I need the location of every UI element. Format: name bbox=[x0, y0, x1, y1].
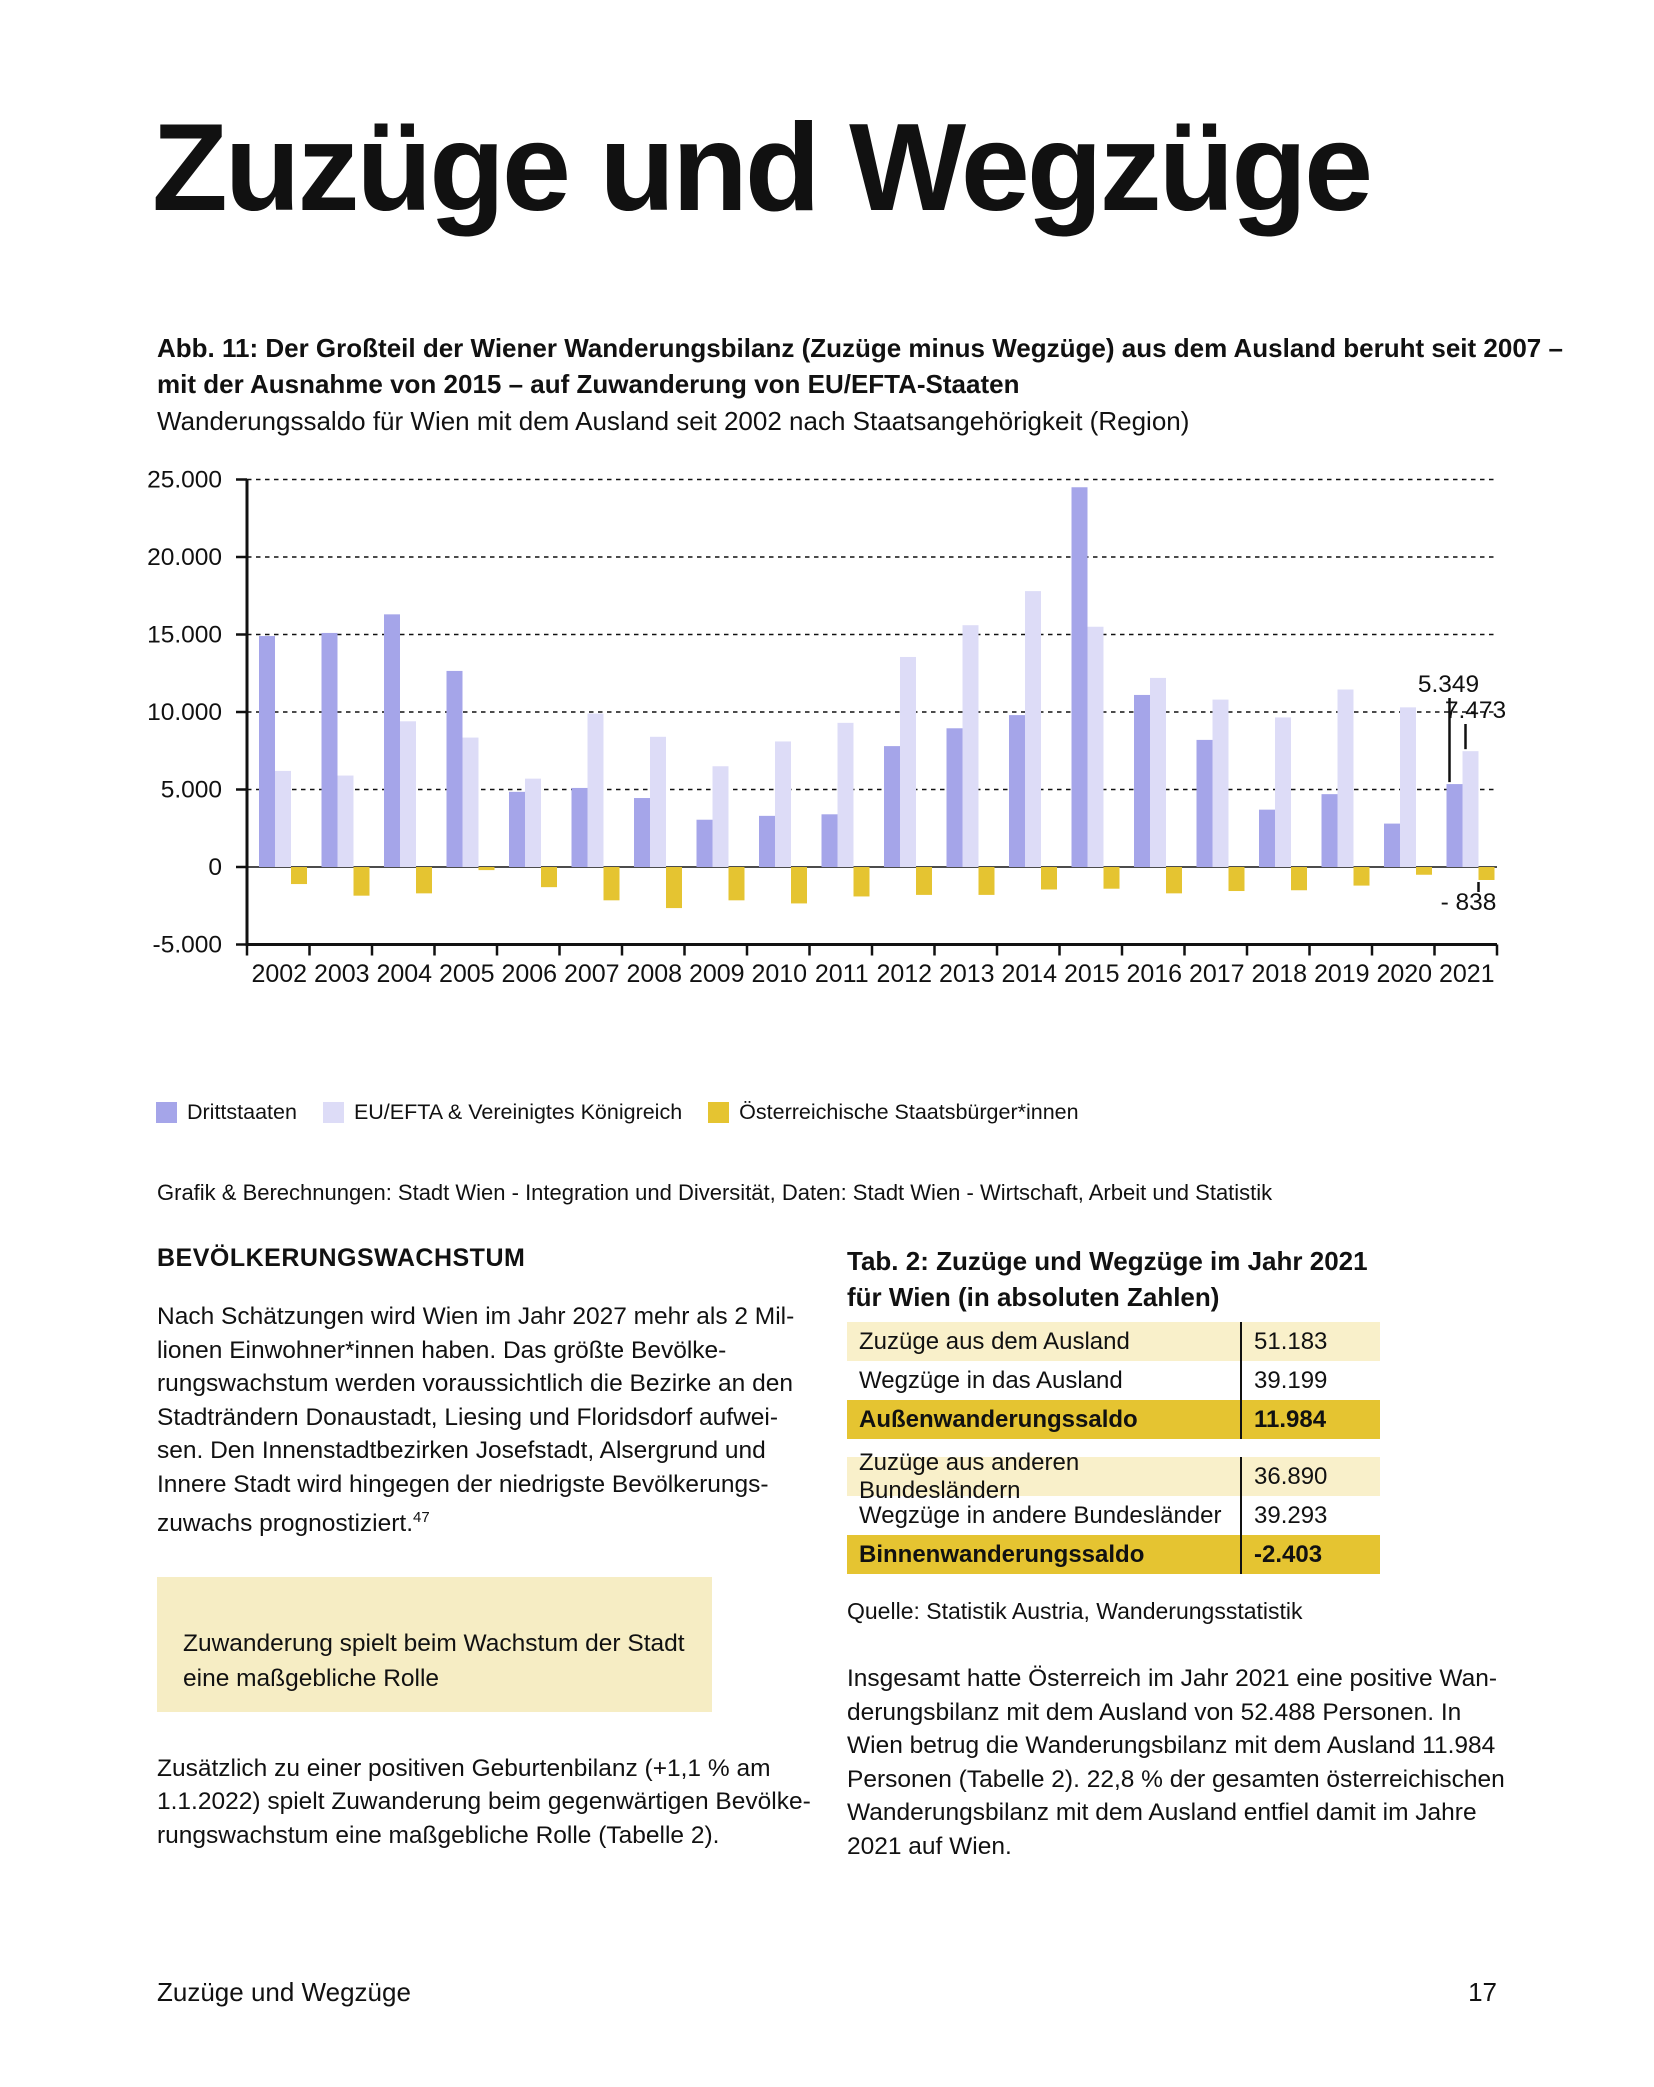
figure-source: Grafik & Berechnungen: Stadt Wien - Inte… bbox=[157, 1180, 1273, 1205]
svg-text:2018: 2018 bbox=[1251, 960, 1307, 988]
eu-efta-swatch-icon bbox=[322, 1102, 344, 1123]
right-column: Tab. 2: Zuzüge und Wegzüge im Jahr 2021 … bbox=[847, 1243, 1517, 1888]
left-column: BEVÖLKERUNGSWACHSTUM Nach Schätzungen wi… bbox=[157, 1243, 812, 1877]
table-cell-label: Wegzüge in das Ausland bbox=[859, 1366, 1123, 1394]
table-cell-label: Außenwanderungssaldo bbox=[859, 1405, 1138, 1433]
legend-item-eu-efta: EU/EFTA & Vereinigtes Königreich bbox=[322, 1100, 683, 1125]
table-cell-label: Zuzüge aus dem Ausland bbox=[859, 1327, 1130, 1355]
svg-text:5.000: 5.000 bbox=[161, 777, 222, 804]
svg-text:2003: 2003 bbox=[314, 960, 370, 988]
page-title: Zuzüge und Wegzüge bbox=[152, 99, 1373, 237]
svg-text:2017: 2017 bbox=[1189, 960, 1245, 988]
svg-text:- 838: - 838 bbox=[1441, 889, 1497, 916]
table-source: Quelle: Statistik Austria, Wanderungssta… bbox=[847, 1598, 1303, 1624]
legend-label: Drittstaaten bbox=[187, 1100, 297, 1124]
paragraph-population-growth: Nach Schätzungen wird Wien im Jahr 2027 … bbox=[157, 1300, 812, 1541]
svg-text:2004: 2004 bbox=[376, 960, 432, 988]
drittstaaten-swatch-icon bbox=[156, 1102, 177, 1123]
svg-text:5.349: 5.349 bbox=[1418, 671, 1479, 698]
figure-caption-bold: Abb. 11: Der Großteil der Wiener Wanderu… bbox=[157, 333, 1563, 399]
table-cell-value: 51.183 bbox=[1240, 1322, 1380, 1361]
table-cell-label: Binnenwanderungssaldo bbox=[859, 1540, 1145, 1568]
table-cell-label: Wegzüge in andere Bundesländer bbox=[859, 1501, 1222, 1529]
svg-text:2019: 2019 bbox=[1314, 960, 1370, 988]
footnote-ref: 47 bbox=[413, 1509, 430, 1526]
svg-text:2002: 2002 bbox=[251, 960, 307, 988]
legend-item-austrian: Österreichische Staatsbürger*innen bbox=[708, 1100, 1079, 1125]
austrian-swatch-icon bbox=[708, 1102, 730, 1123]
highlight-box: Zuwanderung spielt beim Wachstum der Sta… bbox=[157, 1576, 712, 1712]
table-cell-value: 11.984 bbox=[1240, 1400, 1380, 1439]
table-cell-value: 36.890 bbox=[1240, 1457, 1380, 1496]
page-number: 17 bbox=[1468, 1977, 1497, 2007]
svg-text:2010: 2010 bbox=[751, 960, 807, 988]
table-row: Zuzüge aus anderen Bundesländern 36.890 bbox=[847, 1449, 1380, 1504]
svg-text:10.000: 10.000 bbox=[147, 699, 222, 726]
svg-text:2008: 2008 bbox=[626, 960, 682, 988]
svg-text:25.000: 25.000 bbox=[147, 467, 222, 494]
table-cell-value: 39.199 bbox=[1240, 1361, 1380, 1400]
legend-label: EU/EFTA & Vereinigtes Königreich bbox=[353, 1100, 683, 1124]
svg-text:2005: 2005 bbox=[439, 960, 495, 988]
table-row-total: Binnenwanderungssaldo -2.403 bbox=[847, 1535, 1380, 1574]
svg-text:2021: 2021 bbox=[1439, 960, 1495, 988]
svg-text:2015: 2015 bbox=[1064, 960, 1120, 988]
svg-text:2016: 2016 bbox=[1126, 960, 1182, 988]
chart-legend: Drittstaaten EU/EFTA & Vereinigtes König… bbox=[156, 1100, 1105, 1125]
svg-text:2009: 2009 bbox=[689, 960, 745, 988]
table-heading: Tab. 2: Zuzüge und Wegzüge im Jahr 2021 … bbox=[847, 1246, 1368, 1312]
svg-text:2014: 2014 bbox=[1001, 960, 1057, 988]
paragraph-migration-balance: Insgesamt hatte Österreich im Jahr 2021 … bbox=[847, 1665, 1505, 1860]
legend-label: Österreichische Staatsbürger*innen bbox=[739, 1100, 1079, 1124]
highlight-box-text: Zuwanderung spielt beim Wachstum der Sta… bbox=[183, 1629, 685, 1692]
legend-item-drittstaaten: Drittstaaten bbox=[156, 1100, 297, 1125]
table-row: Zuzüge aus dem Ausland 51.183 bbox=[847, 1322, 1380, 1361]
table-row: Wegzüge in das Ausland 39.199 bbox=[847, 1361, 1380, 1400]
table-cell-value: -2.403 bbox=[1240, 1535, 1380, 1574]
svg-text:2012: 2012 bbox=[876, 960, 932, 988]
table-row: Wegzüge in andere Bundesländer 39.293 bbox=[847, 1496, 1380, 1535]
svg-text:2011: 2011 bbox=[815, 960, 869, 988]
paragraph-birth-balance: Zusätzlich zu einer positiven Geburtenbi… bbox=[157, 1754, 811, 1849]
svg-text:2020: 2020 bbox=[1376, 960, 1432, 988]
svg-text:20.000: 20.000 bbox=[147, 544, 222, 571]
section-heading-population-growth: BEVÖLKERUNGSWACHSTUM bbox=[157, 1244, 526, 1272]
migration-balance-chart: 25.000 20.000 15.000 10.000 5.000 0 -5.000 2002… bbox=[147, 467, 1506, 989]
svg-text:2013: 2013 bbox=[939, 960, 995, 988]
figure-caption: Abb. 11: Der Großteil der Wiener Wanderu… bbox=[157, 330, 1563, 439]
svg-text:2006: 2006 bbox=[501, 960, 557, 988]
svg-text:2007: 2007 bbox=[564, 960, 620, 988]
figure-caption-subtitle: Wanderungssaldo für Wien mit dem Ausland… bbox=[157, 406, 1190, 436]
footer-running-title: Zuzüge und Wegzüge bbox=[157, 1977, 411, 2007]
svg-text:7.473: 7.473 bbox=[1445, 697, 1506, 724]
table-cell-label: Zuzüge aus anderen Bundesländern bbox=[859, 1448, 1080, 1504]
internal-migration-table: Zuzüge aus anderen Bundesländern 36.890 … bbox=[847, 1449, 1380, 1574]
table-row-total: Außenwanderungssaldo 11.984 bbox=[847, 1400, 1380, 1439]
external-migration-table: Zuzüge aus dem Ausland 51.183 Wegzüge in… bbox=[847, 1322, 1380, 1439]
svg-text:-5.000: -5.000 bbox=[153, 932, 222, 959]
table-cell-value: 39.293 bbox=[1240, 1496, 1380, 1535]
paragraph-text: Nach Schätzungen wird Wien im Jahr 2027 … bbox=[157, 1303, 795, 1538]
svg-text:0: 0 bbox=[208, 854, 222, 881]
svg-text:15.000: 15.000 bbox=[147, 622, 222, 649]
